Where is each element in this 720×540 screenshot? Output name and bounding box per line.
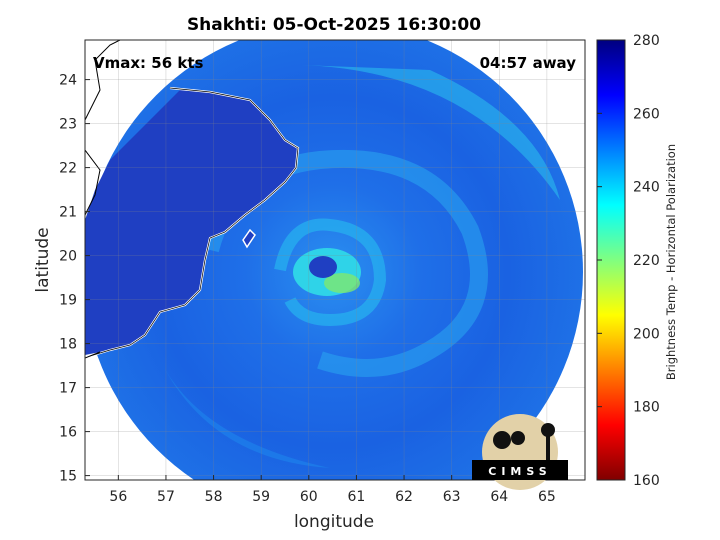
x-tick-label: 64 [490,489,508,505]
satellite-dish-icon-2 [511,431,525,445]
grid-lines [85,40,585,480]
storm-eye [309,256,337,278]
x-axis: 56 57 58 59 60 61 62 63 64 65 [109,475,556,505]
colorbar-tick-label: 180 [633,400,660,416]
y-tick-label: 18 [59,337,77,353]
logo-banner [472,460,568,480]
logo-text: CIMSS [488,465,551,478]
y-tick-label: 16 [59,425,77,441]
x-tick-label: 63 [443,489,461,505]
colorbar-tick-label: 220 [633,253,660,269]
y-tick-label: 15 [59,469,77,485]
y-tick-label: 22 [59,161,77,177]
land-region [85,90,298,355]
satellite-dish-icon [493,431,511,449]
x-tick-label: 56 [109,489,127,505]
colorbar-tick-label: 160 [633,473,660,489]
tower-icon [546,432,550,460]
y-tick-label: 19 [59,293,77,309]
colorbar-ticks: 160 180 200 220 240 260 280 [597,33,660,489]
vmax-annotation: Vmax: 56 kts [93,54,203,72]
x-tick-label: 58 [205,489,223,505]
rainband-inner [274,218,387,327]
y-tick-label: 17 [59,381,77,397]
x-tick-label: 57 [157,489,175,505]
y-axis-label: latitude [33,227,53,292]
coastline-outline [89,87,299,357]
swath-cool-band [300,65,560,200]
colorbar-tick-label: 260 [633,106,660,122]
x-axis-label: longitude [294,512,374,532]
swath-cool-rim [160,360,330,468]
plot-frame [84,39,586,481]
x-tick-label: 61 [348,489,366,505]
colorbar-tick-label: 200 [633,326,660,342]
coastline-outside-swath [85,40,121,359]
y-tick-label: 21 [59,205,77,221]
colorbar-tick-label: 280 [633,33,660,49]
x-tick-label: 62 [395,489,413,505]
tower-tank-icon [541,423,555,437]
y-tick-label: 24 [59,73,77,89]
chart-title: Shakhti: 05-Oct-2025 16:30:00 [187,15,481,35]
colorbar-tick-label: 240 [633,180,660,196]
time-away-annotation: 04:57 away [480,54,577,72]
x-tick-label: 59 [252,489,270,505]
y-tick-label: 23 [59,117,77,133]
eyewall-convection [324,273,360,293]
x-tick-label: 65 [538,489,556,505]
masirah-island [242,228,256,249]
colorbar-label: Brightness Temp - Horizontal Polarizatio… [664,144,678,380]
cimss-logo: CIMSS [472,414,568,490]
x-tick-label: 60 [300,489,318,505]
y-axis: 15 16 17 18 19 20 21 22 23 24 [59,73,90,485]
y-tick-label: 20 [59,249,77,265]
plot-area [85,40,585,480]
